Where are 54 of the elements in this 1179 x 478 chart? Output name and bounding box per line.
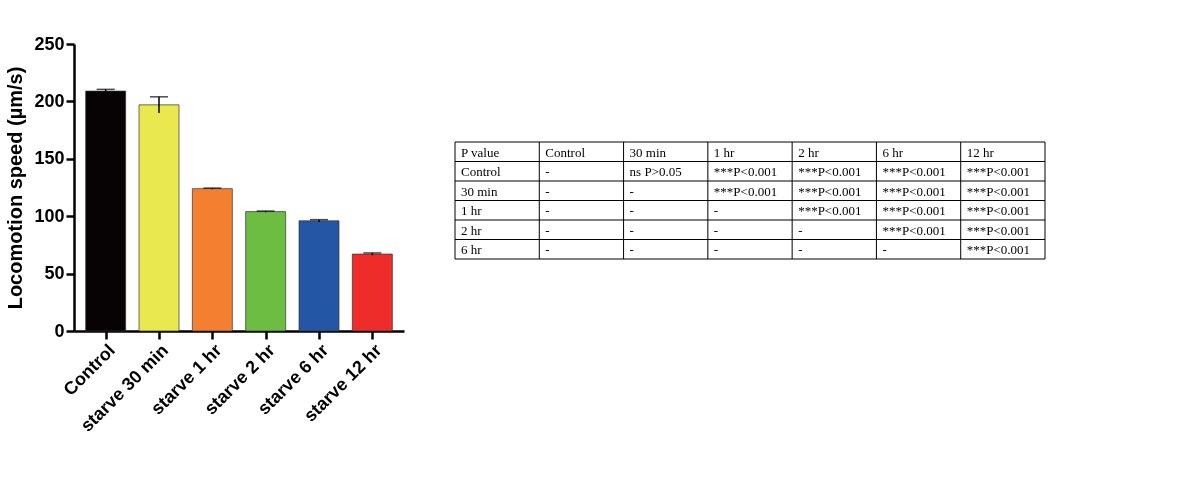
text: - bbox=[545, 242, 550, 258]
y-tick-label: 100 bbox=[34, 205, 65, 226]
text: ***P<0.001 bbox=[713, 164, 778, 180]
category-label: 1 hr bbox=[461, 203, 482, 219]
text: - bbox=[629, 203, 634, 219]
category-label: 12 hr bbox=[966, 144, 995, 160]
text: ***P<0.001 bbox=[713, 183, 778, 199]
text: ***P<0.001 bbox=[882, 222, 946, 238]
text: - bbox=[545, 203, 550, 219]
category-label: 1 hr bbox=[713, 144, 736, 160]
y-tick-label: 50 bbox=[44, 263, 65, 284]
text: - bbox=[882, 242, 887, 258]
y-tick-label: 0 bbox=[54, 320, 65, 341]
text: ***P<0.001 bbox=[798, 164, 862, 180]
text: - bbox=[629, 183, 634, 199]
y-tick-label: 150 bbox=[34, 148, 65, 169]
text: - bbox=[545, 164, 550, 180]
text: - bbox=[798, 222, 803, 238]
text: ***P<0.001 bbox=[966, 242, 1031, 258]
text: ***P<0.001 bbox=[882, 203, 946, 219]
text: - bbox=[798, 242, 803, 258]
bar bbox=[138, 104, 180, 332]
text: - bbox=[713, 242, 719, 258]
text: ns P>0.05 bbox=[629, 164, 682, 180]
category-label: Control bbox=[545, 144, 586, 160]
bar bbox=[351, 253, 393, 332]
bar bbox=[298, 220, 340, 332]
text: ***P<0.001 bbox=[882, 183, 946, 199]
category-label: 2 hr bbox=[461, 222, 482, 238]
y-axis-title: Locomotion speed (µm/s) bbox=[4, 66, 27, 310]
text: ***P<0.001 bbox=[966, 203, 1031, 219]
bar bbox=[245, 211, 287, 332]
text: - bbox=[629, 222, 634, 238]
text: ***P<0.001 bbox=[798, 203, 862, 219]
text: ***P<0.001 bbox=[966, 164, 1031, 180]
text: - bbox=[629, 242, 634, 258]
category-label: 30 min bbox=[629, 144, 667, 160]
text: ***P<0.001 bbox=[882, 164, 946, 180]
category-label: P value bbox=[461, 144, 500, 160]
text: - bbox=[545, 222, 550, 238]
text: ***P<0.001 bbox=[966, 222, 1031, 238]
y-tick-label: 250 bbox=[34, 33, 65, 54]
bar bbox=[191, 188, 233, 332]
category-label: 2 hr bbox=[798, 144, 820, 160]
text: - bbox=[713, 222, 719, 238]
y-tick-label: 200 bbox=[34, 90, 65, 111]
category-label: 6 hr bbox=[461, 242, 482, 258]
text: ***P<0.001 bbox=[798, 183, 862, 199]
text: - bbox=[713, 203, 719, 219]
text: ***P<0.001 bbox=[966, 183, 1031, 199]
category-label: 6 hr bbox=[882, 144, 904, 160]
category-label: Control bbox=[461, 164, 501, 180]
category-label: 30 min bbox=[461, 183, 498, 199]
text: - bbox=[545, 183, 550, 199]
